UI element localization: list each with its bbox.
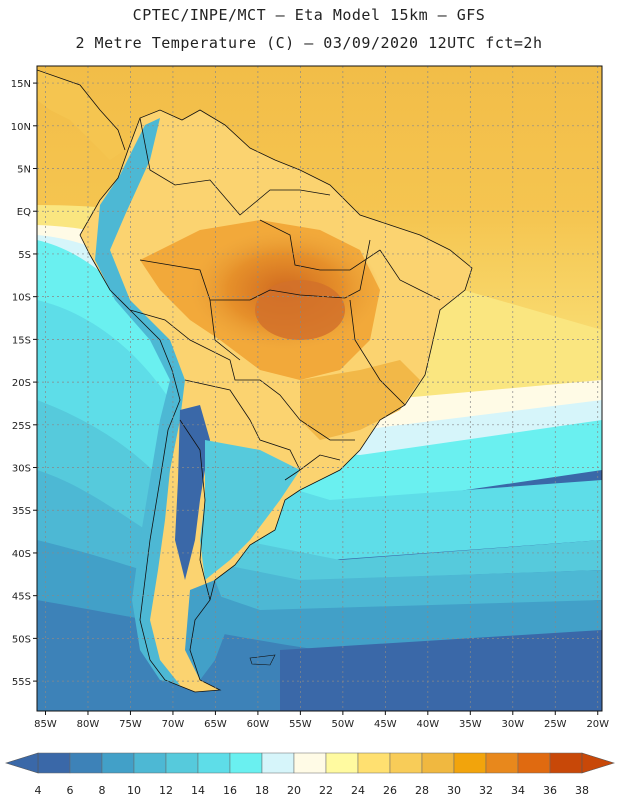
lat-label: 55S — [12, 677, 31, 688]
colorbar-label: 6 — [67, 784, 74, 797]
lon-label: 65W — [204, 719, 227, 730]
colorbar-swatch — [229, 752, 263, 774]
lat-label: 25S — [12, 421, 31, 432]
political-boundaries — [37, 69, 473, 693]
lat-label: 5N — [17, 165, 31, 176]
andes-cold-strip — [95, 118, 185, 685]
lon-label: 80W — [77, 719, 100, 730]
map-title-line1: CPTEC/INPE/MCT – Eta Model 15km – GFS — [132, 6, 486, 24]
colorbar-swatch — [101, 752, 135, 774]
falklands — [249, 654, 276, 666]
colorbar-label: 4 — [35, 784, 42, 797]
land-hot-spot — [255, 280, 345, 340]
central-america-land — [37, 70, 125, 160]
colorbar-high-arrow — [581, 752, 616, 774]
temperature-colorbar: 4 6 8 10 12 14 16 18 20 22 24 26 28 30 32 34 36 38 — [4, 752, 616, 797]
colorbar-label: 14 — [191, 784, 205, 797]
colorbar-label: 36 — [543, 784, 557, 797]
latitude-labels: 15N 10N 5N EQ 5S 10S 15S 20S 25S 30S 35S 40S 45S 50S 5… — [11, 79, 37, 688]
map-title-line2: 2 Metre Temperature (C) – 03/09/2020 12U… — [75, 34, 543, 52]
colorbar-swatch — [293, 752, 327, 774]
colorbar-label: 10 — [127, 784, 141, 797]
colorbar-swatch — [549, 752, 583, 774]
colorbar-swatch — [325, 752, 359, 774]
land-east — [300, 360, 420, 440]
lon-label: 50W — [332, 719, 355, 730]
colorbar-label: 24 — [351, 784, 365, 797]
lon-label: 25W — [544, 719, 567, 730]
colorbar-label: 20 — [287, 784, 301, 797]
colorbar-label: 8 — [99, 784, 106, 797]
colorbar-swatch — [517, 752, 551, 774]
lat-label: 20S — [12, 378, 31, 389]
lon-label: 30W — [501, 719, 524, 730]
colorbar-low-arrow — [4, 752, 39, 774]
lon-label: 45W — [374, 719, 397, 730]
lon-label: 70W — [162, 719, 185, 730]
lon-label: 85W — [34, 719, 57, 730]
temperature-map: 15N 10N 5N EQ 5S 10S 15S 20S 25S 30S 35S 40S 45S 50S 5… — [11, 65, 609, 730]
colorbar-swatch — [357, 752, 391, 774]
colorbar-label: 18 — [255, 784, 269, 797]
colorbar-swatch — [133, 752, 167, 774]
colorbar-label: 30 — [447, 784, 461, 797]
colorbar-swatch — [485, 752, 519, 774]
map-frame — [36, 65, 603, 712]
colorbar-swatch — [389, 752, 423, 774]
lat-label: 30S — [12, 464, 31, 475]
patagonia — [185, 580, 230, 680]
lat-label: 15S — [12, 335, 31, 346]
lon-label: 75W — [119, 719, 142, 730]
colorbar-label: 16 — [223, 784, 237, 797]
lat-label: 40S — [12, 549, 31, 560]
colorbar-swatch — [69, 752, 103, 774]
colorbar-swatch — [165, 752, 199, 774]
ocean-band-6 — [280, 630, 602, 711]
longitude-labels: 85W 80W 75W 70W 65W 60W 55W 50W 45W 40W 35W 30W 25W 2… — [34, 711, 609, 730]
colorbar-label: 22 — [319, 784, 333, 797]
colorbar-swatch — [37, 752, 71, 774]
colorbar-label: 38 — [575, 784, 589, 797]
colorbar-label: 12 — [159, 784, 173, 797]
colorbar-label: 26 — [383, 784, 397, 797]
andes-coldest — [175, 405, 210, 580]
lat-label: 15N — [11, 79, 31, 90]
lon-label: 55W — [289, 719, 312, 730]
graticule — [37, 66, 602, 711]
lon-label: 20W — [586, 719, 609, 730]
colorbar-swatch — [197, 752, 231, 774]
lon-label: 60W — [247, 719, 270, 730]
lon-label: 40W — [417, 719, 440, 730]
colorbar-swatch — [421, 752, 455, 774]
colorbar-label: 34 — [511, 784, 525, 797]
colorbar-label: 32 — [479, 784, 493, 797]
lat-label: EQ — [17, 207, 31, 218]
colorbar-swatch — [261, 752, 295, 774]
southern-cone — [200, 440, 300, 580]
lat-label: 5S — [18, 250, 31, 261]
map-field — [37, 66, 602, 711]
lat-label: 50S — [12, 634, 31, 645]
lat-label: 35S — [12, 506, 31, 517]
lat-label: 10S — [12, 293, 31, 304]
colorbar-swatch — [453, 752, 487, 774]
lon-label: 35W — [459, 719, 482, 730]
lat-label: 10N — [11, 122, 31, 133]
colorbar-label: 28 — [415, 784, 429, 797]
lat-label: 45S — [12, 592, 31, 603]
